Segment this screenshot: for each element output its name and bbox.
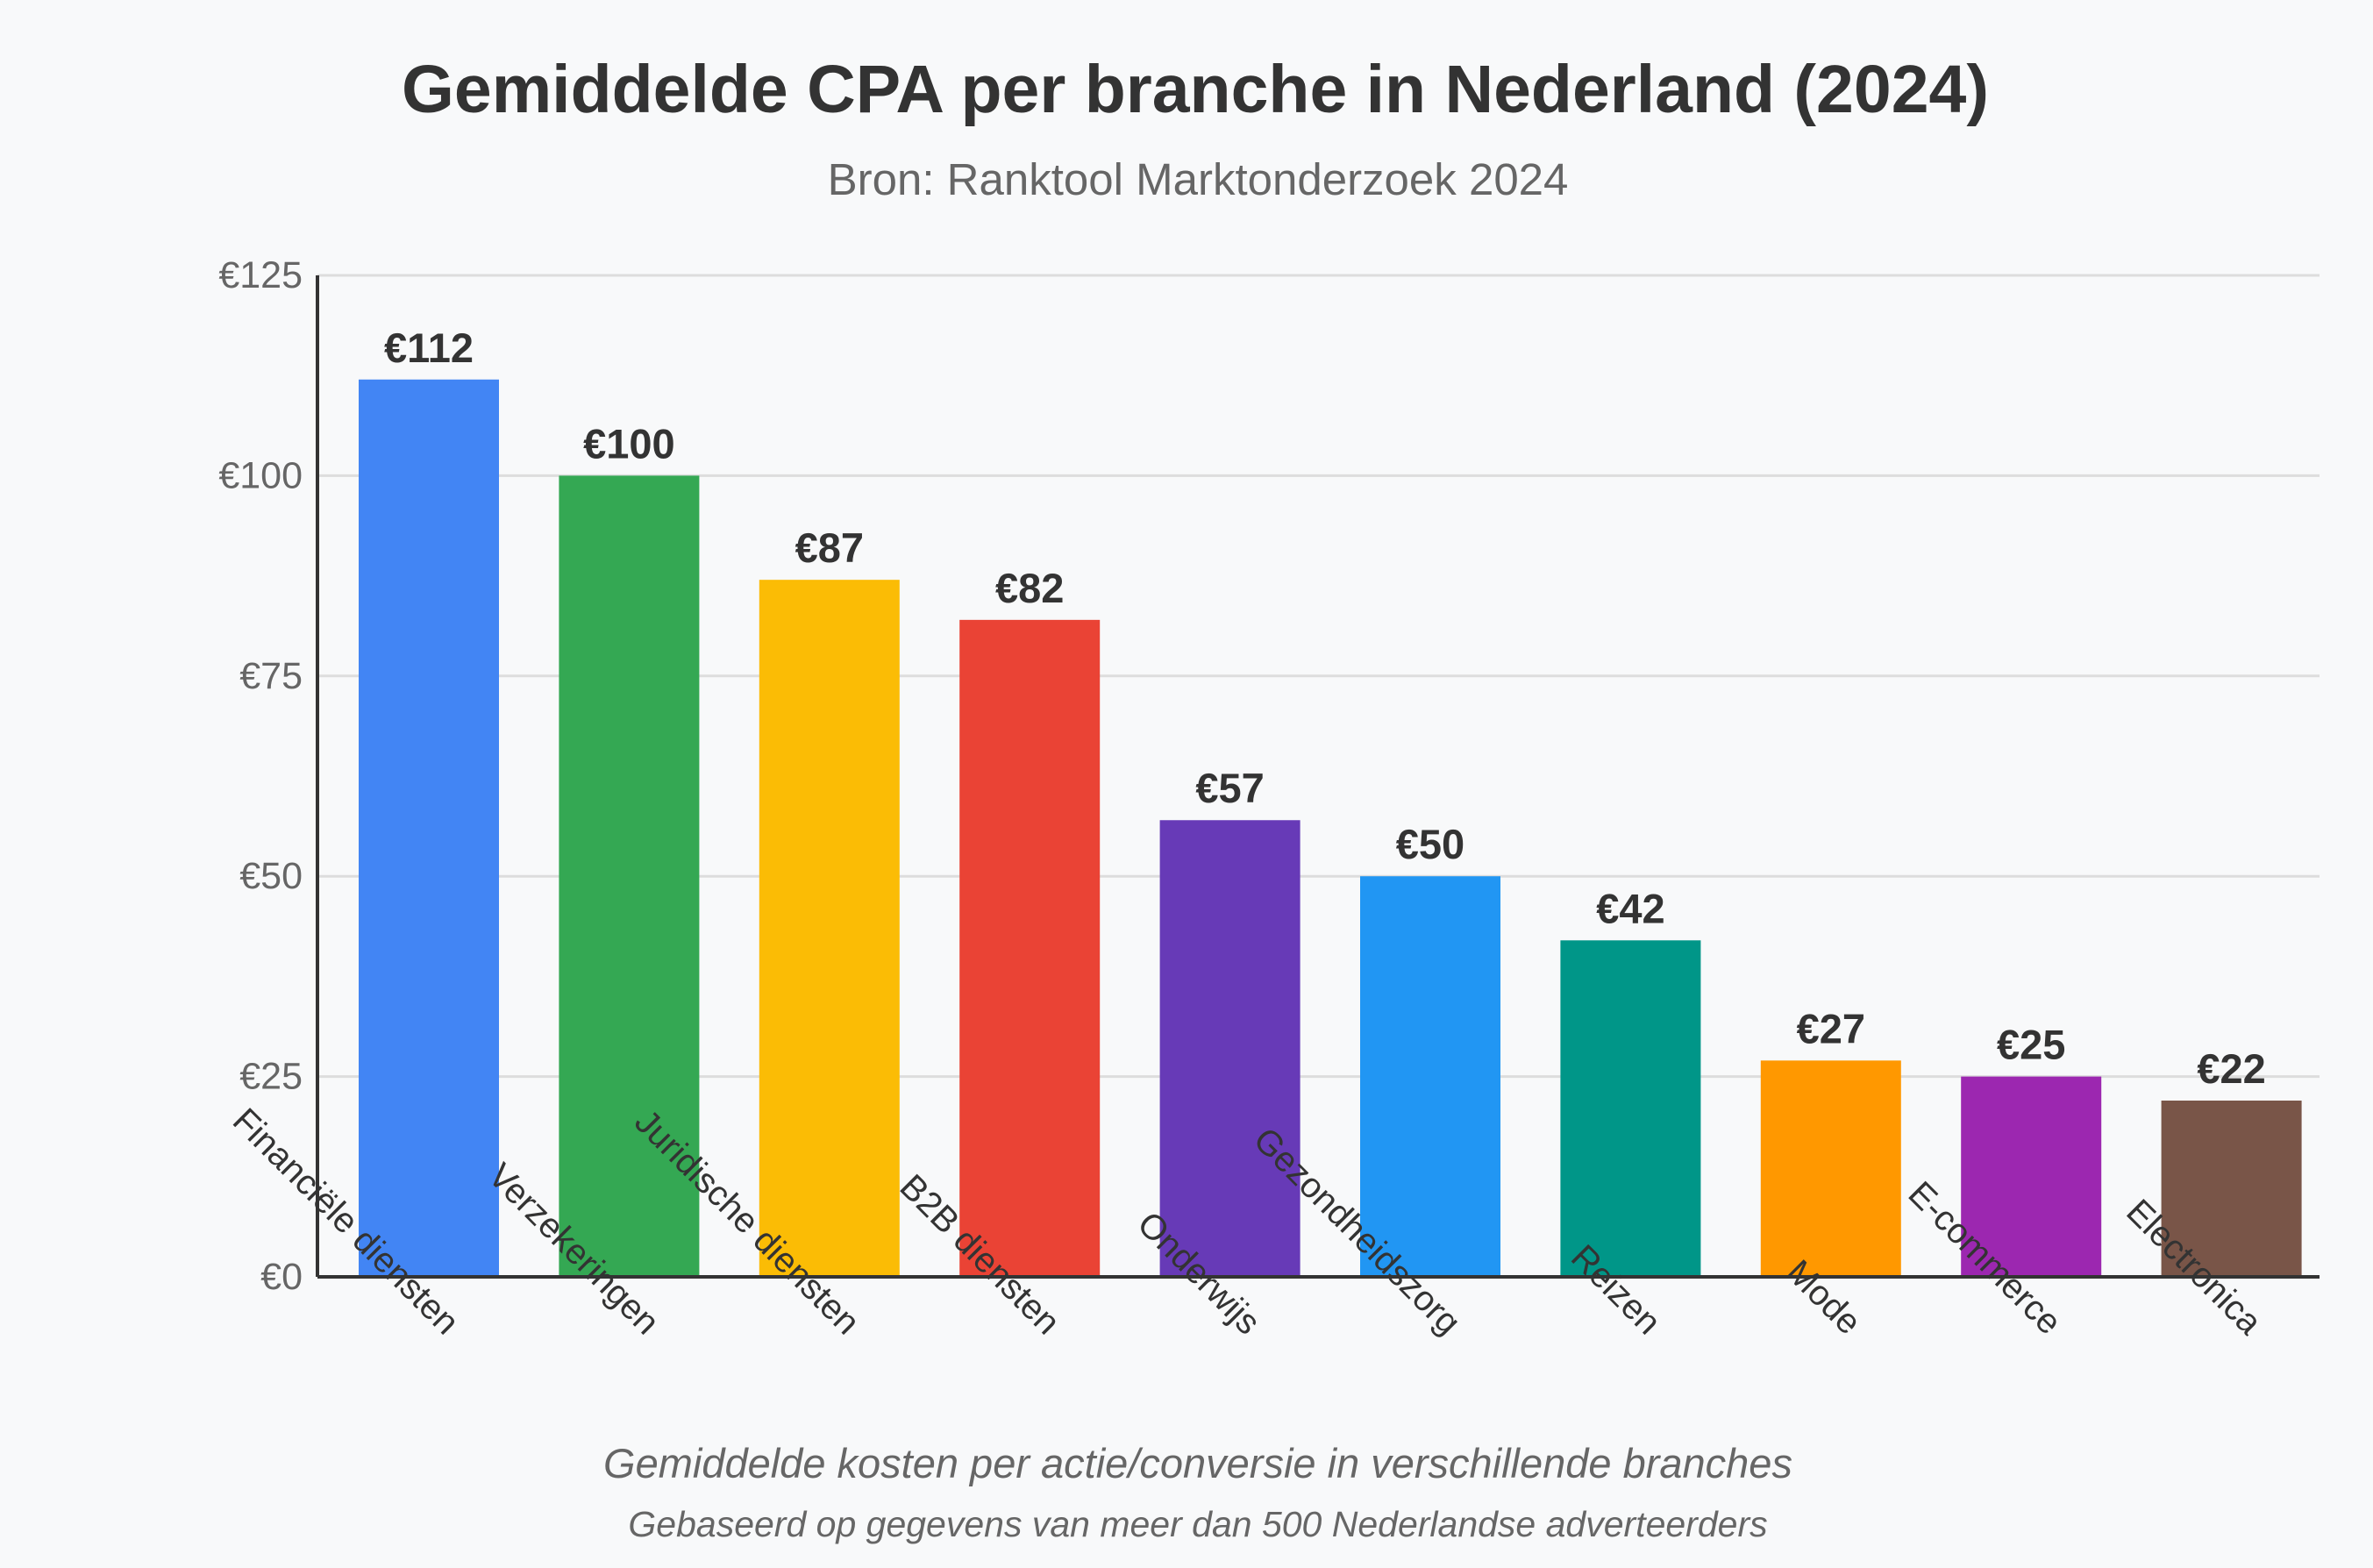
data-labels: €112 €100 €87 €82 €57 €50 €42 €27 €25 €22 xyxy=(384,324,2266,1092)
y-tick-label: €0 xyxy=(260,1256,303,1298)
chart-title: Gemiddelde CPA per branche in Nederland … xyxy=(402,52,1989,127)
bar xyxy=(1360,876,1500,1277)
bar-value-label: €25 xyxy=(1997,1022,2065,1068)
bar-value-label: €87 xyxy=(795,524,864,571)
bar-value-label: €82 xyxy=(995,565,1064,611)
bar xyxy=(1961,1076,2102,1277)
chart-subtitle: Bron: Ranktool Marktonderzoek 2024 xyxy=(828,154,1569,204)
bar-value-label: €57 xyxy=(1195,765,1264,811)
bar-value-label: €27 xyxy=(1797,1005,1865,1051)
y-axis-ticks: €0 €25 €50 €75 €100 €125 xyxy=(218,254,303,1298)
footnote-description: Gemiddelde kosten per actie/conversie in… xyxy=(603,1440,1792,1486)
axes xyxy=(316,275,2320,1279)
bar xyxy=(559,475,700,1277)
bar-value-label: €112 xyxy=(384,324,474,371)
bar-value-label: €22 xyxy=(2197,1045,2265,1092)
bar xyxy=(759,580,900,1277)
bar xyxy=(1560,940,1701,1277)
y-tick-label: €75 xyxy=(239,655,303,697)
y-tick-label: €50 xyxy=(239,855,303,897)
bar xyxy=(959,619,1101,1277)
bars xyxy=(359,379,2302,1277)
bar-value-label: €42 xyxy=(1596,885,1664,931)
y-tick-label: €25 xyxy=(239,1056,303,1098)
bar xyxy=(2161,1101,2302,1277)
bar-value-label: €100 xyxy=(583,420,675,467)
bar-value-label: €50 xyxy=(1396,821,1464,867)
footnote-source: Gebaseerd op gegevens van meer dan 500 N… xyxy=(628,1504,1767,1544)
y-tick-label: €100 xyxy=(218,454,303,496)
bar xyxy=(1760,1060,1901,1277)
bar xyxy=(1159,820,1301,1277)
bar xyxy=(359,379,499,1277)
y-tick-label: €125 xyxy=(218,254,303,296)
